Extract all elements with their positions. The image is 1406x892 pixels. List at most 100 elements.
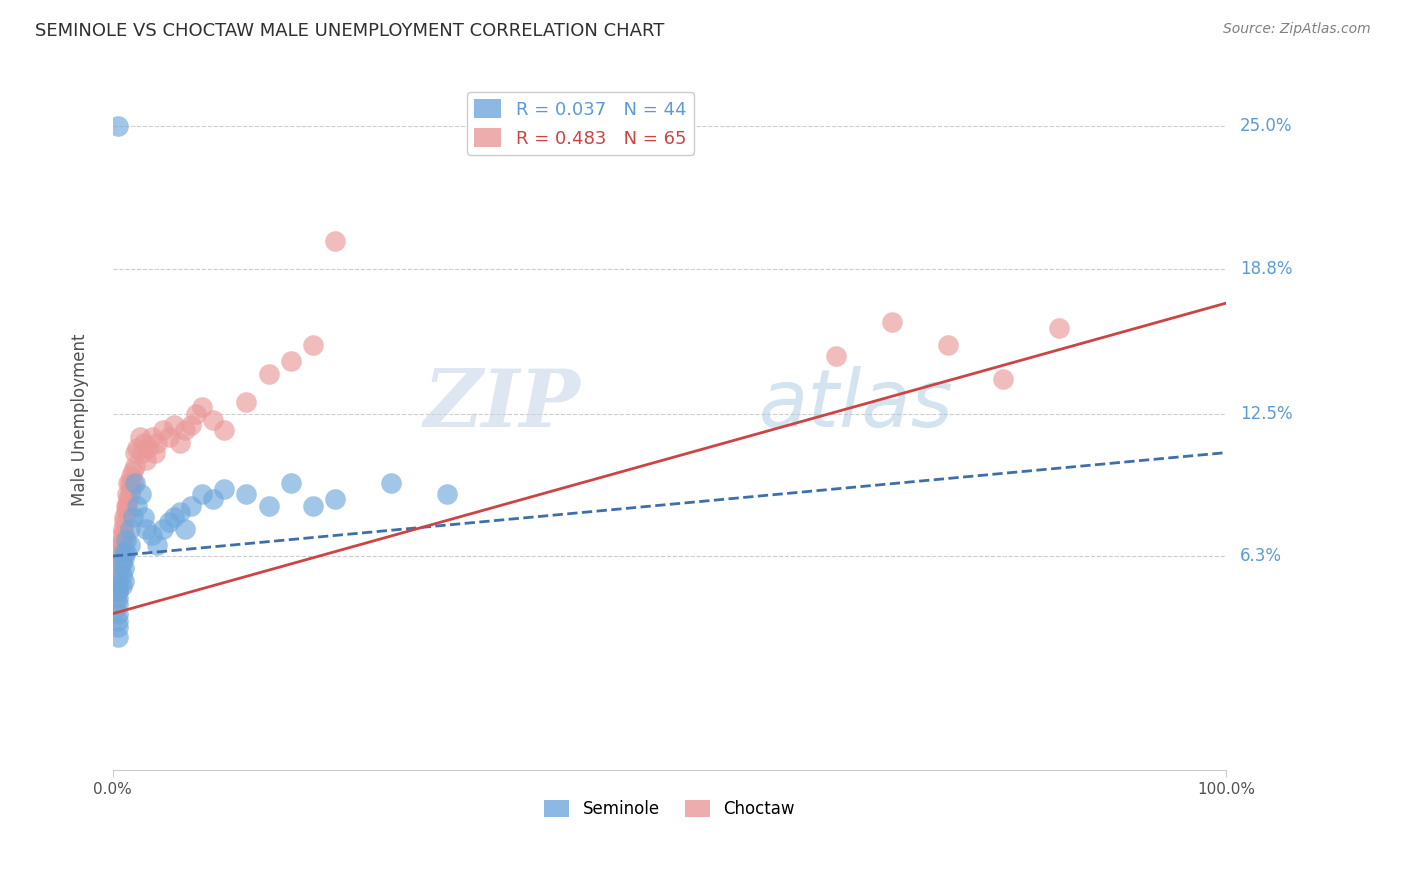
Point xyxy=(146,436,169,450)
Point xyxy=(129,487,152,501)
Point xyxy=(105,602,128,616)
Point xyxy=(112,528,135,542)
Point xyxy=(115,544,138,558)
Point xyxy=(111,538,134,552)
Point xyxy=(107,591,129,605)
Point xyxy=(111,521,134,535)
Y-axis label: Male Unemployment: Male Unemployment xyxy=(72,333,89,506)
Point xyxy=(302,499,325,513)
Point xyxy=(112,544,135,558)
Point xyxy=(880,314,903,328)
Point xyxy=(110,538,132,552)
Point xyxy=(132,510,155,524)
Point xyxy=(107,583,129,598)
Text: Source: ZipAtlas.com: Source: ZipAtlas.com xyxy=(1223,22,1371,37)
Point xyxy=(107,583,129,598)
Point xyxy=(169,436,191,450)
Point xyxy=(174,423,197,437)
Point xyxy=(107,630,129,644)
Point xyxy=(202,491,225,506)
Point xyxy=(380,475,402,490)
Point xyxy=(128,429,150,443)
Point xyxy=(152,521,174,535)
Point xyxy=(152,423,174,437)
Point xyxy=(124,475,146,490)
Point xyxy=(124,445,146,459)
Text: SEMINOLE VS CHOCTAW MALE UNEMPLOYMENT CORRELATION CHART: SEMINOLE VS CHOCTAW MALE UNEMPLOYMENT CO… xyxy=(35,22,665,40)
Point xyxy=(110,544,132,558)
Point xyxy=(124,459,146,474)
Point xyxy=(115,533,138,547)
Point xyxy=(108,560,131,574)
Point xyxy=(135,521,157,535)
Point xyxy=(141,528,163,542)
Point xyxy=(117,475,139,490)
Point xyxy=(112,551,135,566)
Point xyxy=(107,598,129,612)
Point xyxy=(108,544,131,558)
Point xyxy=(202,413,225,427)
Point xyxy=(105,567,128,582)
Point xyxy=(132,436,155,450)
Point xyxy=(111,533,134,547)
Point xyxy=(112,515,135,529)
Point xyxy=(117,487,139,501)
Point xyxy=(174,521,197,535)
Point xyxy=(105,583,128,598)
Point xyxy=(107,574,129,589)
Point xyxy=(191,400,214,414)
Point xyxy=(212,423,235,437)
Point xyxy=(143,445,166,459)
Point xyxy=(107,620,129,634)
Point xyxy=(117,491,139,506)
Point xyxy=(235,487,257,501)
Point xyxy=(107,556,129,570)
Legend: Seminole, Choctaw: Seminole, Choctaw xyxy=(537,793,801,825)
Point xyxy=(105,591,128,605)
Point xyxy=(325,234,347,248)
Point xyxy=(108,551,131,566)
Text: ZIP: ZIP xyxy=(423,367,581,444)
Point xyxy=(180,499,202,513)
Point xyxy=(257,499,280,513)
Point xyxy=(302,337,325,351)
Point xyxy=(112,560,135,574)
Point xyxy=(107,560,129,574)
Point xyxy=(118,538,141,552)
Point xyxy=(107,614,129,628)
Point xyxy=(115,505,138,519)
Point xyxy=(280,353,302,368)
Point xyxy=(436,487,458,501)
Point xyxy=(141,429,163,443)
Point xyxy=(157,429,180,443)
Point xyxy=(135,452,157,467)
Point xyxy=(169,505,191,519)
Point xyxy=(1047,321,1070,335)
Point xyxy=(163,510,186,524)
Point xyxy=(325,491,347,506)
Point xyxy=(118,487,141,501)
Point xyxy=(235,395,257,409)
Point xyxy=(118,521,141,535)
Point xyxy=(157,515,180,529)
Point xyxy=(107,119,129,133)
Point xyxy=(105,579,128,593)
Point xyxy=(138,441,160,455)
Point xyxy=(122,464,145,478)
Point xyxy=(111,579,134,593)
Point xyxy=(936,337,959,351)
Point xyxy=(107,579,129,593)
Point xyxy=(112,574,135,589)
Point xyxy=(120,483,142,497)
Text: 6.3%: 6.3% xyxy=(1240,547,1282,566)
Point xyxy=(186,407,208,421)
Point xyxy=(180,417,202,432)
Point xyxy=(107,607,129,621)
Point xyxy=(127,499,149,513)
Point xyxy=(111,567,134,582)
Text: 12.5%: 12.5% xyxy=(1240,404,1292,423)
Point xyxy=(115,499,138,513)
Text: atlas: atlas xyxy=(758,367,953,444)
Point xyxy=(111,528,134,542)
Point xyxy=(257,368,280,382)
